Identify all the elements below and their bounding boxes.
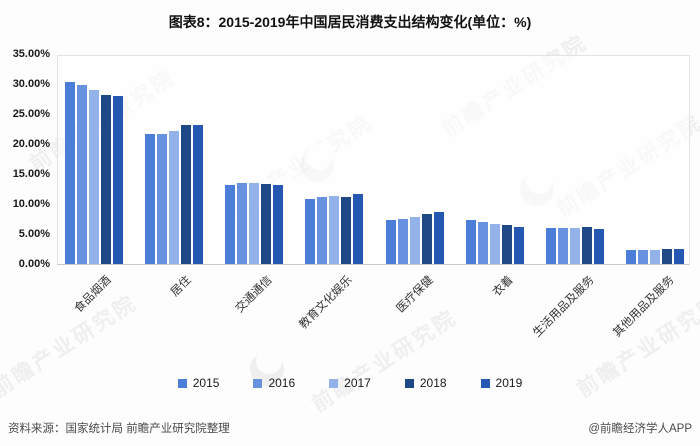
legend-item-2018: 2018	[404, 376, 447, 390]
legend-swatch-icon	[480, 378, 490, 388]
bar-2019-其他用品及服务	[673, 249, 684, 264]
legend-swatch-icon	[253, 378, 263, 388]
bar-group-衣着	[465, 56, 524, 264]
bar-group-交通通信	[225, 56, 284, 264]
bar-2017-教育文化娱乐	[329, 196, 340, 264]
bar-2016-衣着	[477, 222, 488, 264]
y-tick-label: 20.00%	[12, 138, 50, 150]
bar-group-居住	[145, 56, 204, 264]
bar-2018-居住	[181, 124, 192, 264]
bar-2016-生活用品及服务	[557, 228, 568, 264]
bar-group-教育文化娱乐	[305, 56, 364, 264]
bar-2015-生活用品及服务	[545, 227, 556, 264]
bar-2018-生活用品及服务	[581, 227, 592, 264]
legend-item-2016: 2016	[253, 376, 295, 390]
bar-2017-交通通信	[249, 183, 260, 264]
bar-2018-教育文化娱乐	[341, 197, 352, 264]
bar-2019-衣着	[513, 227, 524, 264]
bar-2019-教育文化娱乐	[353, 194, 364, 264]
bar-2016-食品烟酒	[77, 85, 87, 264]
bar-2015-衣着	[465, 220, 476, 264]
bar-2019-生活用品及服务	[593, 228, 604, 264]
y-tick-label: 5.00%	[18, 228, 50, 240]
legend-label: 2017	[344, 376, 371, 390]
bar-group-生活用品及服务	[545, 56, 604, 264]
legend: 2015 2016 2017 2018 2019	[0, 376, 700, 390]
bar-2018-食品烟酒	[101, 95, 111, 264]
bar-group-其他用品及服务	[625, 56, 684, 264]
bar-2015-医疗保健	[385, 220, 396, 264]
bar-2018-衣着	[501, 225, 512, 264]
y-tick-label: 30.00%	[12, 78, 50, 90]
legend-swatch-icon	[404, 378, 414, 388]
page-title: 图表8：2015-2019年中国居民消费支出结构变化(单位：%)	[168, 14, 532, 30]
bar-2019-食品烟酒	[113, 96, 123, 264]
y-tick-label: 25.00%	[12, 108, 50, 120]
bar-2017-食品烟酒	[89, 89, 99, 264]
legend-item-2015: 2015	[177, 376, 220, 390]
bar-2017-医疗保健	[409, 217, 420, 264]
legend-label: 2015	[192, 376, 220, 390]
bar-2015-其他用品及服务	[625, 249, 636, 264]
bar-2016-其他用品及服务	[637, 249, 648, 264]
y-tick-label: 15.00%	[12, 168, 50, 180]
bar-2016-教育文化娱乐	[317, 197, 328, 264]
bar-2015-居住	[145, 134, 156, 264]
bar-2018-医疗保健	[421, 213, 432, 264]
legend-swatch-icon	[329, 378, 339, 388]
bar-2016-医疗保健	[397, 218, 408, 264]
bar-2017-其他用品及服务	[649, 249, 660, 264]
legend-item-2017: 2017	[329, 376, 371, 390]
legend-swatch-icon	[177, 378, 187, 388]
bar-2017-衣着	[489, 223, 500, 264]
source-note: 资料来源：国家统计局 前瞻产业研究院整理	[8, 423, 230, 435]
legend-item-2019: 2019	[480, 376, 523, 390]
bar-2015-教育文化娱乐	[305, 198, 316, 264]
bar-2015-交通通信	[225, 184, 236, 264]
legend-label: 2018	[419, 376, 447, 390]
bar-2016-居住	[157, 133, 168, 264]
bar-2019-医疗保健	[433, 211, 444, 264]
bar-2019-居住	[193, 124, 204, 264]
y-tick-label: 10.00%	[12, 198, 50, 210]
y-tick-label: 35.00%	[12, 48, 50, 60]
credit-label: @前瞻经济学人APP	[588, 423, 692, 435]
bar-group-医疗保健	[385, 56, 444, 264]
bar-2018-其他用品及服务	[661, 249, 672, 264]
bar-2018-交通通信	[261, 183, 272, 264]
legend-label: 2016	[268, 376, 296, 390]
y-tick-label: 0.00%	[18, 258, 50, 270]
bar-2019-交通通信	[273, 184, 284, 264]
bar-2015-食品烟酒	[65, 82, 75, 264]
plot-area	[57, 55, 690, 265]
legend-label: 2019	[495, 376, 523, 390]
bar-group-食品烟酒	[65, 56, 123, 264]
bar-2017-居住	[169, 130, 180, 264]
bar-2016-交通通信	[237, 182, 248, 264]
bar-2017-生活用品及服务	[569, 227, 580, 264]
